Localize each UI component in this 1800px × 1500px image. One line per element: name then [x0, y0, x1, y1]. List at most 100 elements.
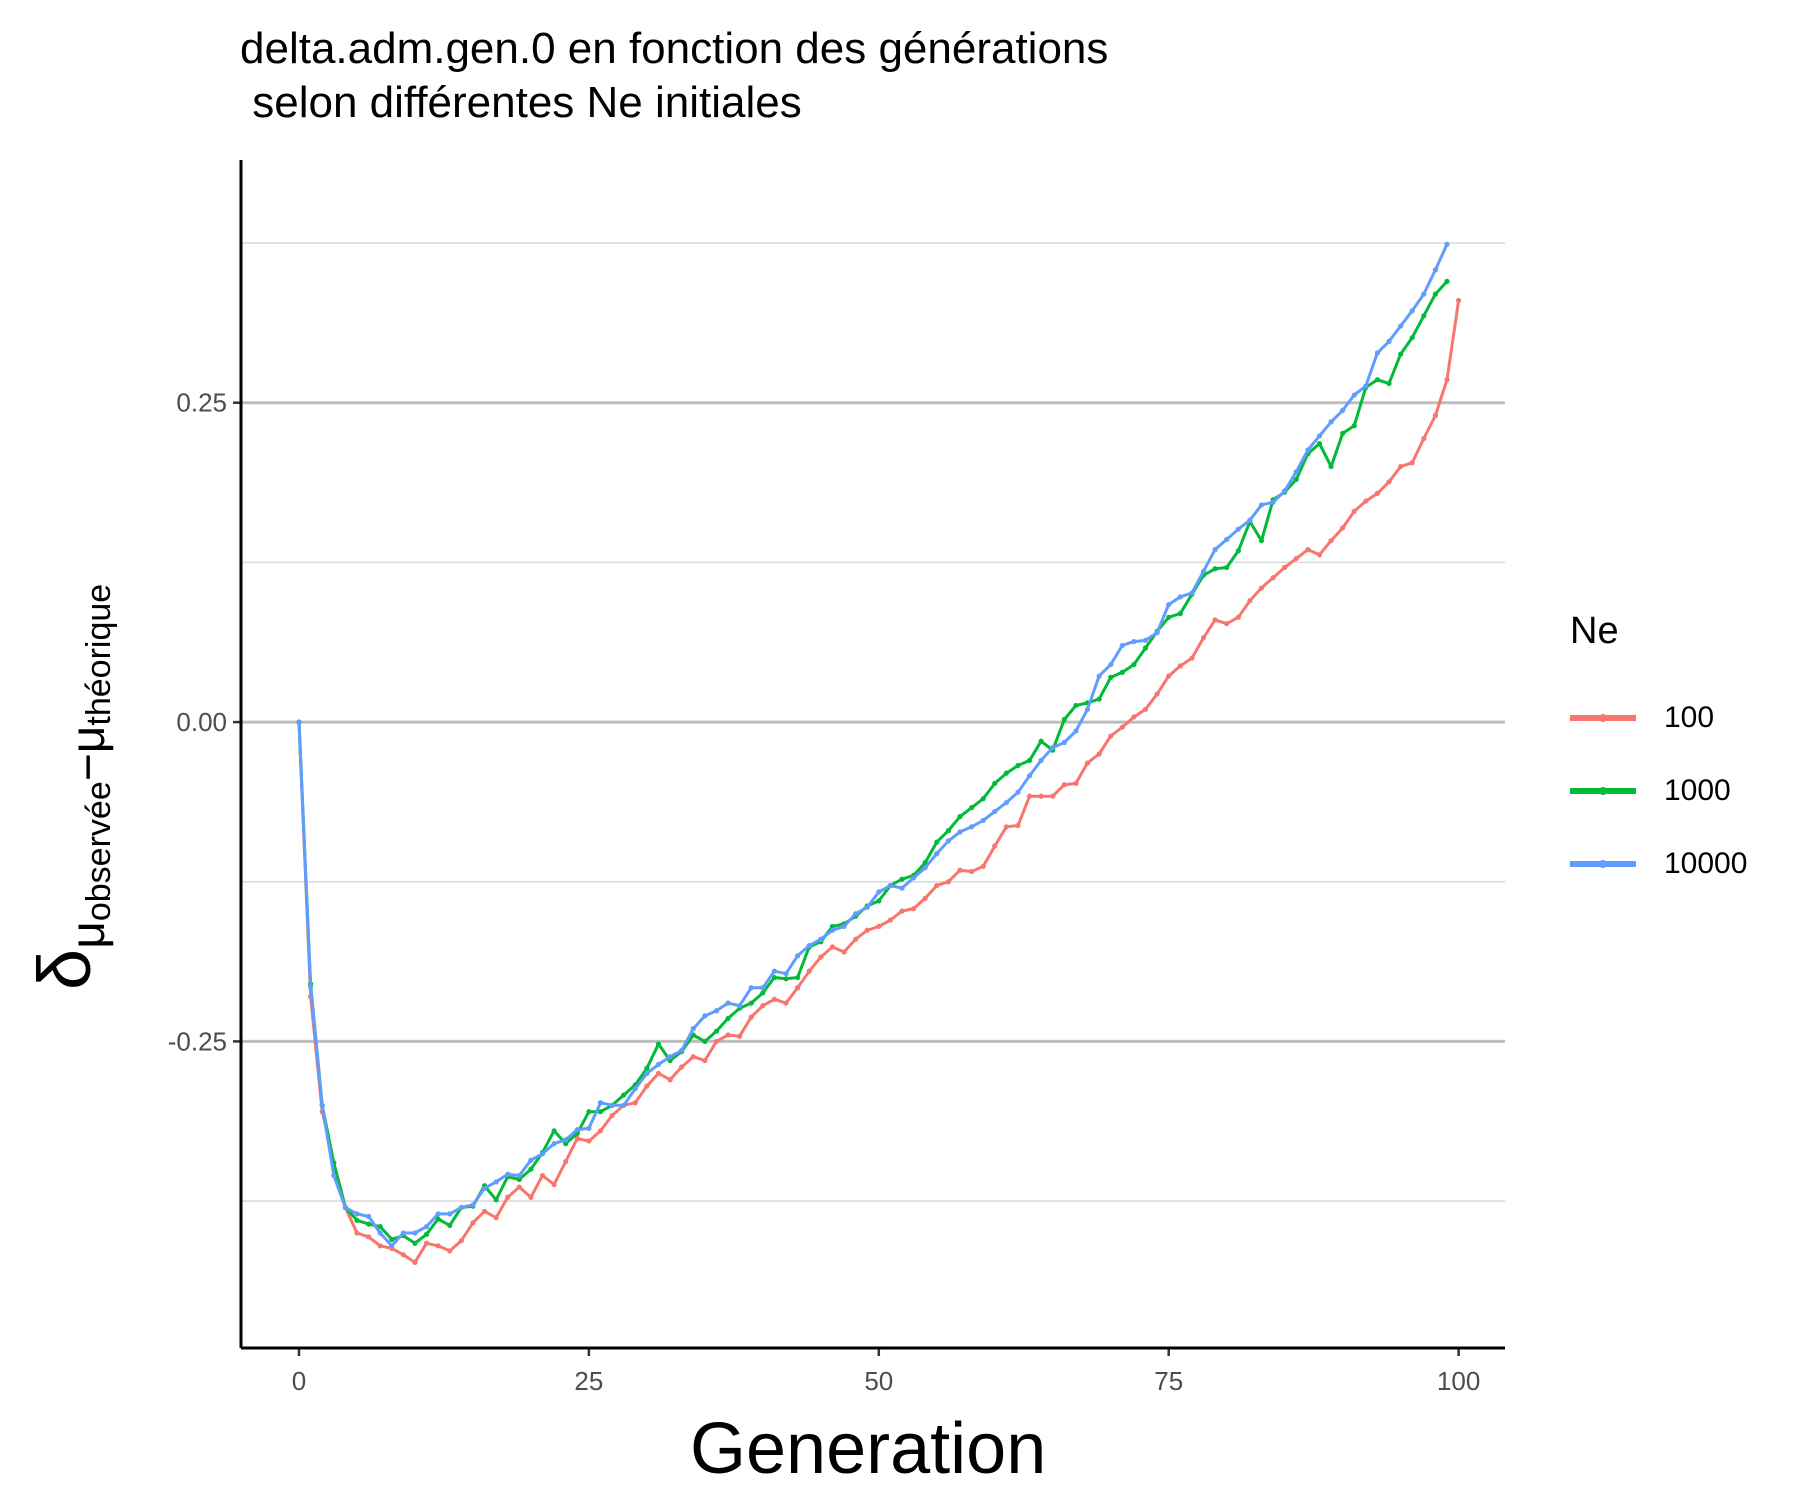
data-point-1000-35 [702, 1038, 708, 1045]
data-point-100-73 [1142, 706, 1149, 712]
legend-item-100: 100 [1570, 681, 1747, 754]
y-axis-mu-observed: μ [62, 921, 115, 949]
data-point-1000-36 [713, 1028, 720, 1034]
data-point-1000-71 [1119, 669, 1125, 675]
data-point-1000-88 [1316, 440, 1323, 447]
data-point-100-9 [400, 1252, 406, 1258]
data-point-100-75 [1166, 673, 1172, 679]
data-point-100-86 [1293, 555, 1299, 562]
data-point-10000-30 [644, 1070, 650, 1076]
data-point-100-34 [690, 1054, 696, 1060]
data-point-100-81 [1235, 614, 1241, 620]
y-tick-label-1: 0.00 [176, 707, 227, 737]
data-point-10000-35 [702, 1013, 708, 1019]
data-point-1000-99 [1444, 278, 1450, 284]
data-point-10000-86 [1293, 469, 1299, 475]
data-point-1000-59 [980, 796, 986, 802]
data-point-100-35 [702, 1057, 708, 1064]
data-point-10000-5 [354, 1211, 360, 1217]
data-point-100-21 [539, 1172, 546, 1179]
data-point-10000-16 [481, 1185, 488, 1191]
data-point-100-85 [1282, 564, 1288, 571]
data-point-10000-1 [307, 983, 314, 990]
data-point-100-61 [1003, 824, 1009, 830]
data-point-10000-22 [551, 1141, 557, 1147]
data-point-10000-42 [783, 971, 789, 977]
chart-title-line-2: selon différentes Ne initiales [240, 78, 802, 127]
data-point-100-58 [968, 868, 975, 875]
data-point-10000-39 [748, 985, 754, 991]
legend-item-1000: 1000 [1570, 754, 1747, 827]
data-point-1000-66 [1061, 716, 1067, 723]
data-point-10000-88 [1316, 433, 1323, 439]
data-point-10000-48 [853, 911, 859, 917]
data-point-1000-64 [1038, 738, 1044, 744]
data-point-100-57 [957, 867, 963, 873]
data-point-10000-81 [1235, 526, 1241, 532]
data-point-10000-19 [516, 1172, 522, 1179]
legend-swatch-100 [1570, 713, 1636, 722]
data-point-10000-34 [690, 1026, 696, 1032]
data-point-100-45 [818, 954, 824, 960]
data-point-1000-40 [760, 990, 766, 996]
data-point-100-48 [853, 936, 859, 942]
data-point-1000-89 [1328, 463, 1334, 470]
data-point-10000-63 [1026, 773, 1033, 779]
data-point-1000-83 [1258, 538, 1265, 544]
data-point-1000-58 [968, 805, 975, 811]
data-point-1000-69 [1096, 696, 1102, 702]
data-point-10000-17 [493, 1179, 499, 1185]
data-point-1000-20 [528, 1166, 534, 1172]
data-point-100-78 [1200, 635, 1207, 641]
data-point-1000-90 [1340, 430, 1346, 436]
data-point-10000-95 [1398, 323, 1404, 329]
data-point-100-98 [1432, 412, 1439, 419]
data-point-100-39 [748, 1014, 754, 1020]
data-point-100-14 [458, 1238, 464, 1244]
data-point-10000-90 [1340, 407, 1346, 413]
data-point-10000-82 [1247, 517, 1253, 523]
data-point-100-88 [1316, 552, 1323, 558]
data-point-100-59 [980, 863, 986, 870]
legend-label-10000: 10000 [1664, 846, 1748, 880]
data-point-100-80 [1224, 621, 1230, 627]
data-point-100-63 [1026, 793, 1033, 799]
data-point-100-100 [1456, 297, 1462, 304]
data-point-10000-78 [1200, 568, 1207, 574]
data-point-10000-46 [829, 927, 836, 933]
data-point-10000-31 [655, 1061, 662, 1068]
data-point-100-93 [1374, 490, 1381, 497]
data-point-100-47 [841, 949, 847, 955]
data-point-10000-45 [818, 936, 824, 942]
data-point-100-82 [1247, 598, 1253, 604]
data-point-10000-0 [296, 719, 302, 725]
data-point-1000-94 [1386, 380, 1392, 387]
data-point-100-66 [1061, 782, 1067, 788]
data-point-100-67 [1073, 780, 1079, 786]
data-point-100-37 [725, 1032, 731, 1038]
data-point-1000-17 [493, 1197, 499, 1203]
data-point-100-87 [1305, 547, 1311, 553]
data-point-100-84 [1270, 575, 1276, 581]
data-point-10000-96 [1409, 308, 1415, 314]
data-point-10000-93 [1374, 350, 1381, 356]
y-axis-mu-theoretical: μ [62, 725, 115, 754]
data-point-100-97 [1421, 435, 1427, 442]
data-point-1000-13 [447, 1222, 453, 1228]
data-point-1000-96 [1409, 334, 1415, 341]
data-point-1000-12 [435, 1216, 441, 1222]
data-point-100-62 [1015, 822, 1021, 829]
data-point-100-18 [505, 1194, 511, 1200]
data-point-100-64 [1038, 793, 1044, 799]
y-axis-title: δμobservée−μthéorique [22, 584, 118, 990]
data-point-1000-19 [516, 1176, 522, 1182]
data-point-100-52 [899, 908, 905, 914]
data-point-10000-29 [632, 1086, 638, 1092]
y-tick-label-2: 0.25 [176, 388, 227, 418]
data-point-1000-97 [1421, 313, 1427, 319]
data-point-10000-74 [1154, 630, 1160, 636]
data-point-100-50 [876, 923, 882, 930]
data-point-10000-62 [1015, 789, 1021, 795]
data-point-10000-18 [505, 1171, 511, 1177]
data-point-100-92 [1363, 498, 1369, 504]
